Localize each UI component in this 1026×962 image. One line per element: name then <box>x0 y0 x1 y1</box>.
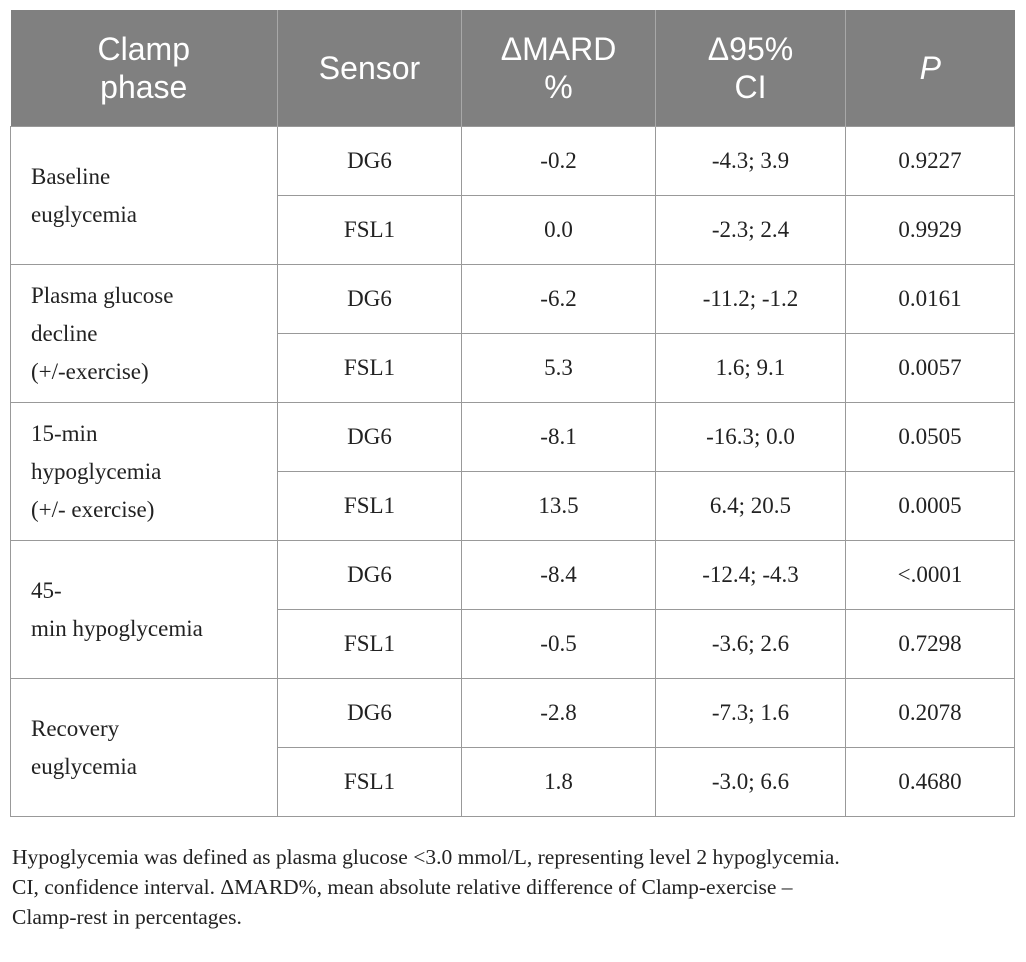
sensor-cell: DG6 <box>277 126 462 196</box>
clamp-phase-line: Plasma glucose <box>31 282 174 308</box>
header-sensor: Sensor <box>277 10 462 127</box>
header-line: ΔMARD <box>500 31 617 67</box>
sensor-cell: FSL1 <box>277 747 462 817</box>
header-delta-ci: Δ95% CI <box>655 10 846 127</box>
sensor-cell: FSL1 <box>277 333 462 403</box>
header-line: Δ95% <box>707 31 794 67</box>
table-row: FSL1 -0.5 -3.6; 2.6 0.7298 <box>11 609 1015 679</box>
clamp-phase-cell: 15-min hypoglycemia (+/- exercise) <box>10 402 278 541</box>
sensor-cell: DG6 <box>277 264 462 334</box>
delta-mard-cell: -6.2 <box>461 264 656 334</box>
delta-mard-cell: -8.4 <box>461 540 656 610</box>
footnote-line: Clamp-rest in percentages. <box>12 905 242 929</box>
footnote-line: CI, confidence interval. ΔMARD%, mean ab… <box>12 875 793 899</box>
sensor-cell: DG6 <box>277 402 462 472</box>
clamp-phase-line: Recovery <box>31 715 120 741</box>
table-row: Recovery euglycemia DG6 -2.8 -7.3; 1.6 0.2078 <box>10 678 1015 817</box>
clamp-phase-line: hypoglycemia <box>31 458 162 484</box>
clamp-phase-line: euglycemia <box>31 201 138 227</box>
table-row: 15-min hypoglycemia (+/- exercise) DG6 -8.1-… <box>10 402 1015 541</box>
header-line: Clamp <box>97 31 190 67</box>
clamp-phase-cell: 45- min hypoglycemia <box>10 540 278 679</box>
table-row: FSL1 1.8 -3.0; 6.6 0.4680 <box>11 747 1015 817</box>
delta-mard-cell: 13.5 <box>461 471 656 541</box>
delta-mard-cell: 5.3 <box>461 333 656 403</box>
p-value-cell: 0.0161 <box>845 264 1015 334</box>
clamp-phase-line: 45- <box>31 577 62 603</box>
sensor-cell: DG6 <box>277 678 462 748</box>
sensor-cell: FSL1 <box>277 471 462 541</box>
delta-ci-cell: -3.6; 2.6 <box>655 609 846 679</box>
p-value-cell: 0.0057 <box>845 333 1015 403</box>
delta-ci-cell: -12.4; -4.3 <box>655 540 846 610</box>
results-table: Clamp phase Sensor ΔMARD% Δ95% CI P Baseli… <box>10 10 1015 817</box>
delta-ci-cell: 6.4; 20.5 <box>655 471 846 541</box>
clamp-phase-cell: Recovery euglycemia <box>10 678 278 817</box>
clamp-phase-line: euglycemia <box>31 753 138 779</box>
delta-mard-cell: -0.5 <box>461 609 656 679</box>
delta-mard-cell: -8.1 <box>461 402 656 472</box>
sensor-cell: FSL1 <box>277 609 462 679</box>
delta-mard-cell: 1.8 <box>461 747 656 817</box>
delta-mard-cell: 0.0 <box>461 195 656 265</box>
clamp-phase-line: (+/- exercise) <box>31 496 155 522</box>
p-value-cell: 0.4680 <box>845 747 1015 817</box>
clamp-phase-line: decline <box>31 320 98 346</box>
p-value-cell: 0.7298 <box>845 609 1015 679</box>
clamp-phase-line: 15-min <box>31 420 98 446</box>
delta-ci-cell: -4.3; 3.9 <box>655 126 846 196</box>
header-line: Sensor <box>318 50 421 86</box>
table-row: 45- min hypoglycemia DG6 -8.4 -12.4; -4.3 <.0… <box>10 540 1015 679</box>
delta-ci-cell: -3.0; 6.6 <box>655 747 846 817</box>
header-line: P <box>919 50 941 86</box>
p-value-cell: <.0001 <box>845 540 1015 610</box>
clamp-phase-line: (+/-exercise) <box>31 358 149 384</box>
delta-ci-cell: -11.2; -1.2 <box>655 264 846 334</box>
header-line: % <box>544 69 573 105</box>
table-row: Plasma glucose decline (+/-exercise) DG6 -6.… <box>10 264 1015 403</box>
header-line: CI <box>734 69 767 105</box>
delta-mard-cell: -2.8 <box>461 678 656 748</box>
p-value-cell: 0.9929 <box>845 195 1015 265</box>
header-p-value: P <box>845 10 1015 127</box>
delta-mard-cell: -0.2 <box>461 126 656 196</box>
delta-ci-cell: -7.3; 1.6 <box>655 678 846 748</box>
table-row: Baseline euglycemia DG6 -0.2 -4.3; 3.9 0.9227 <box>10 126 1015 265</box>
p-value-cell: 0.0505 <box>845 402 1015 472</box>
sensor-cell: FSL1 <box>277 195 462 265</box>
p-value-cell: 0.2078 <box>845 678 1015 748</box>
clamp-phase-line: min hypoglycemia <box>31 615 203 641</box>
sensor-cell: DG6 <box>277 540 462 610</box>
table-footnote: Hypoglycemia was defined as plasma gluco… <box>12 842 1016 932</box>
table-body: Baseline euglycemia DG6 -0.2 -4.3; 3.9 0.9227… <box>10 126 1015 817</box>
p-value-cell: 0.0005 <box>845 471 1015 541</box>
clamp-phase-cell: Baseline euglycemia <box>10 126 278 265</box>
clamp-phase-cell: Plasma glucose decline (+/-exercise) <box>10 264 278 403</box>
footnote-line: Hypoglycemia was defined as plasma gluco… <box>12 845 840 869</box>
table-row: FSL1 13.5 6.4; 20.5 0.0005 <box>11 471 1015 541</box>
delta-ci-cell: 1.6; 9.1 <box>655 333 846 403</box>
header-delta-mard: ΔMARD% <box>461 10 656 127</box>
header-line: phase <box>100 69 188 105</box>
header-clamp-phase: Clamp phase <box>10 10 278 127</box>
clamp-phase-line: Baseline <box>31 163 111 189</box>
p-value-cell: 0.9227 <box>845 126 1015 196</box>
delta-ci-cell: -2.3; 2.4 <box>655 195 846 265</box>
table-header: Clamp phase Sensor ΔMARD% Δ95% CI P <box>10 10 1015 127</box>
table-row: FSL1 5.3 1.6; 9.1 0.0057 <box>11 333 1015 403</box>
delta-ci-cell: -16.3; 0.0 <box>655 402 846 472</box>
